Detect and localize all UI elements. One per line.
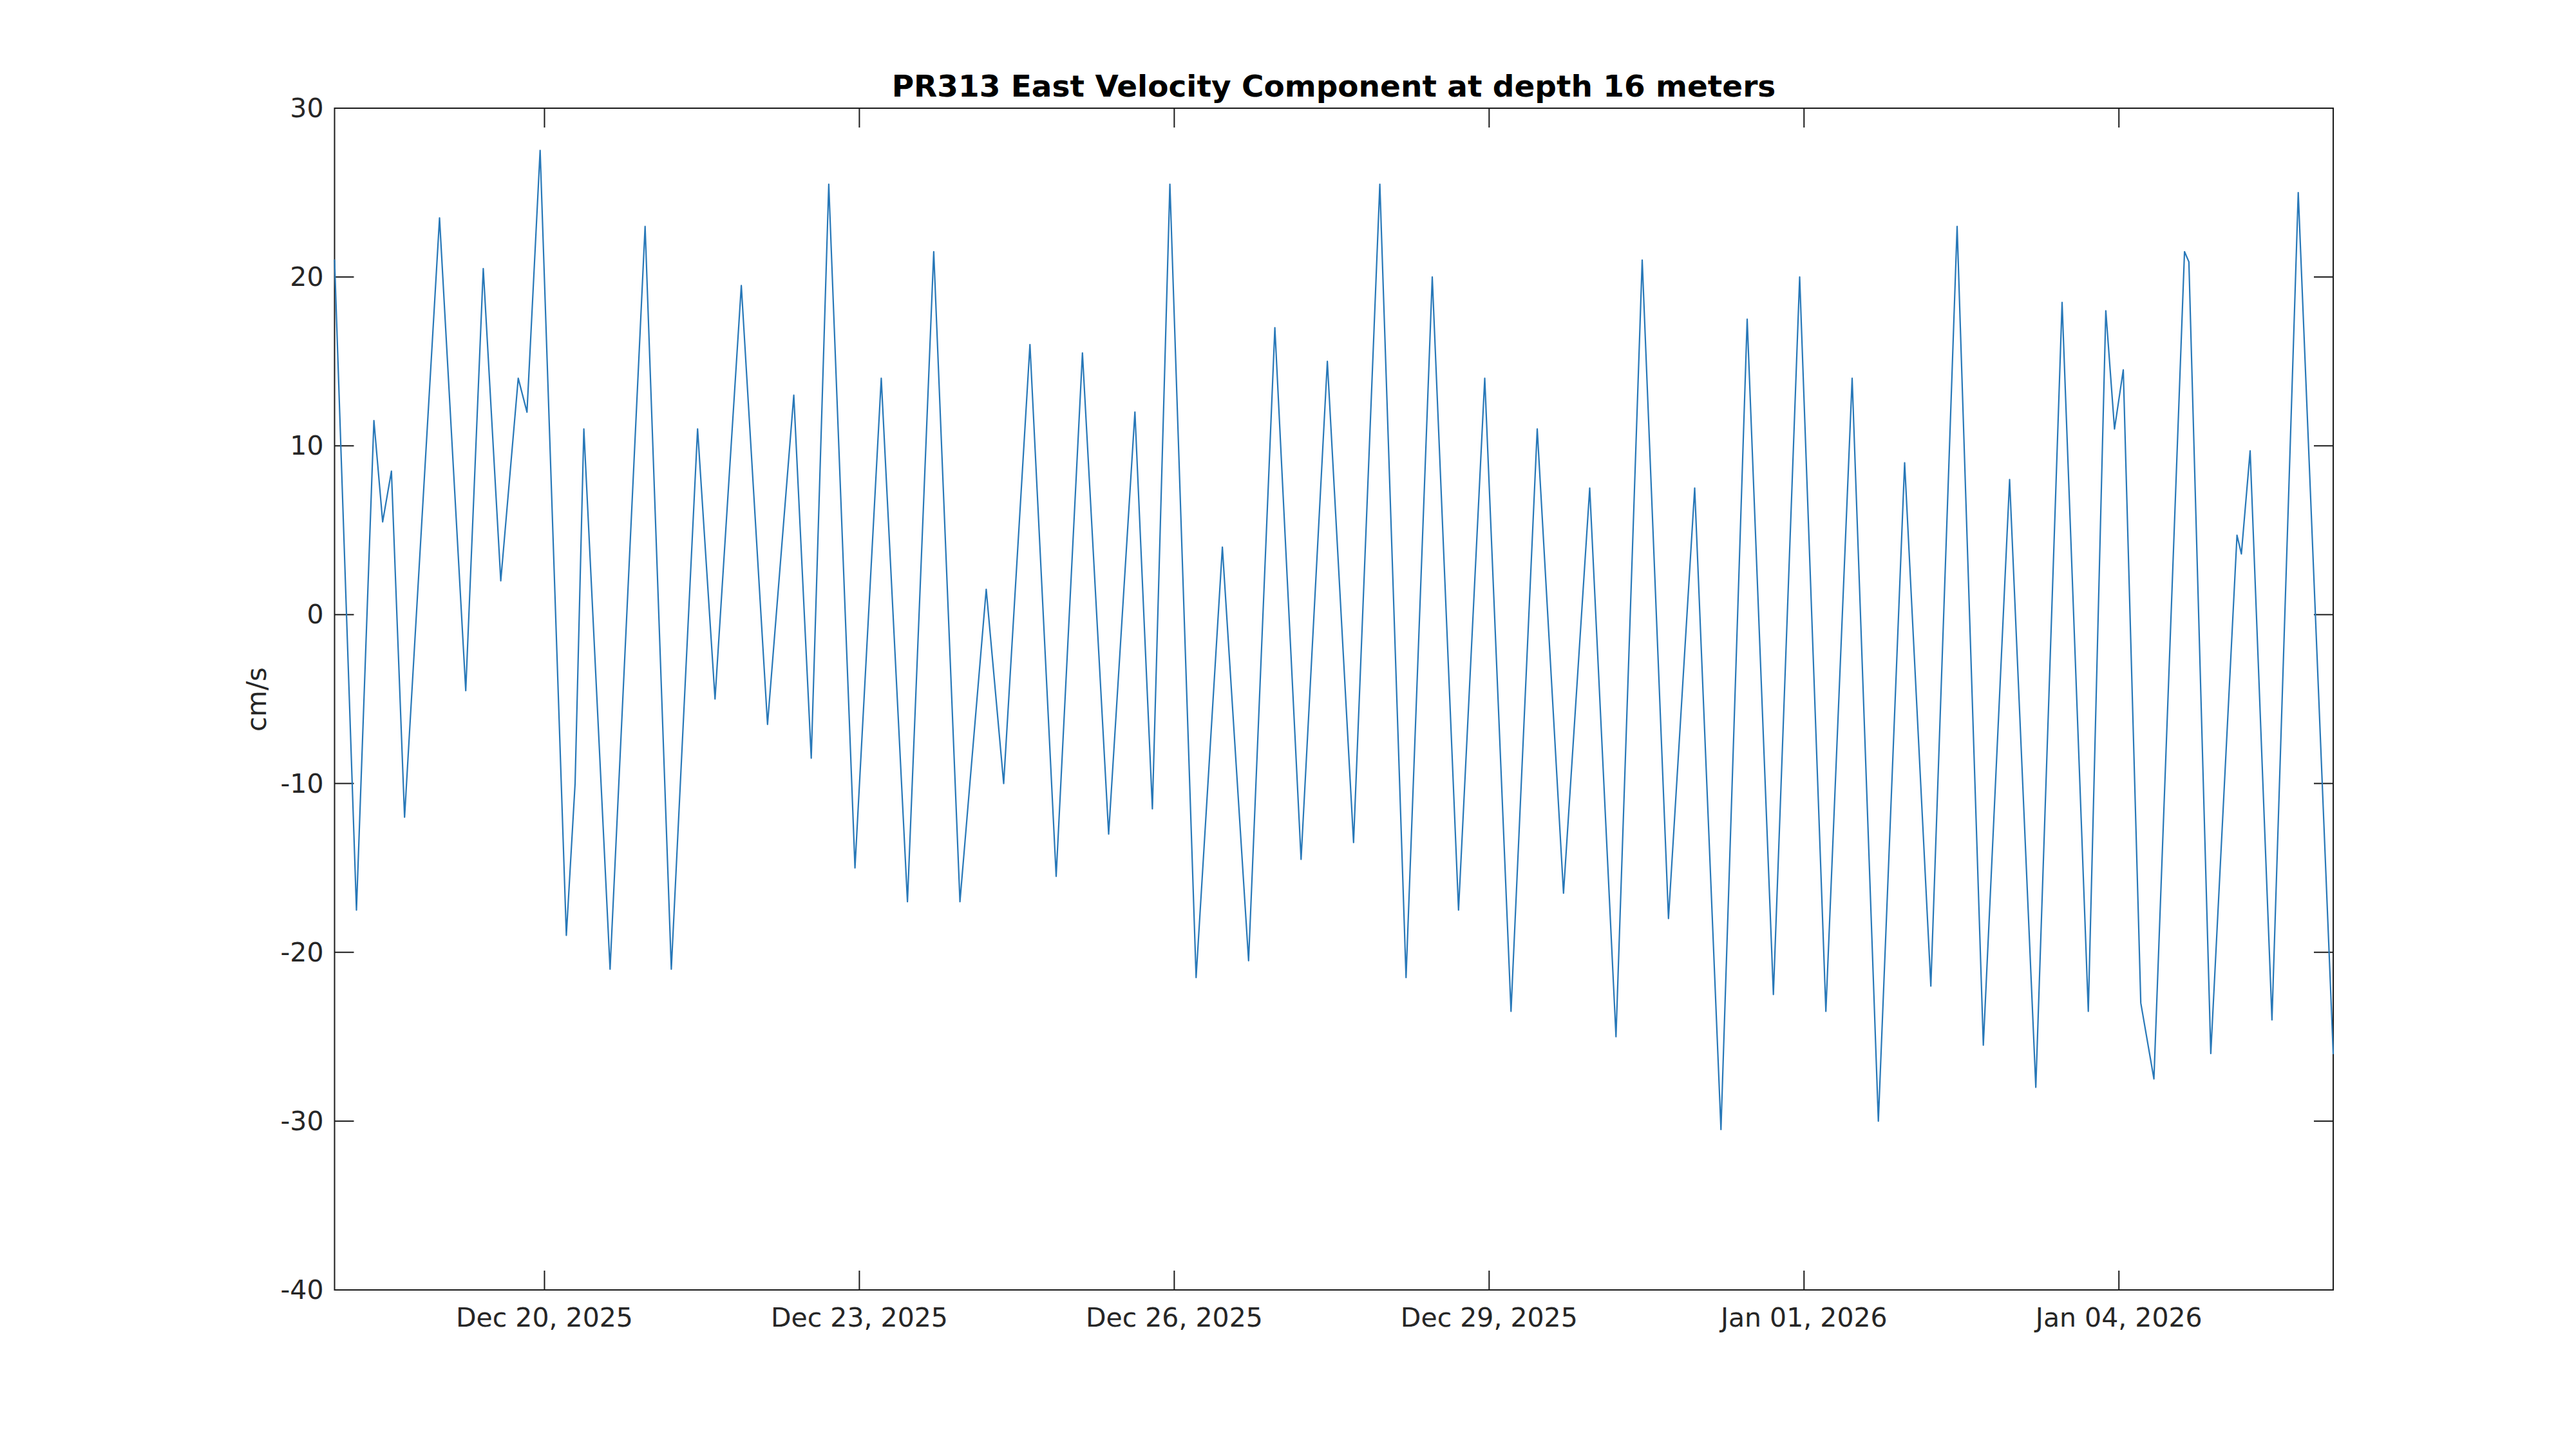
y-axis-label: cm/s [241,667,272,732]
y-axis-ticks [335,108,2334,1290]
x-tick-label: Dec 23, 2025 [771,1302,948,1333]
figure-canvas: PR313 East Velocity Component at depth 1… [0,0,2576,1449]
velocity-line-series [335,151,2334,1130]
y-tick-label: 20 [290,261,323,292]
data-series-group [335,151,2334,1130]
y-tick-label: -10 [281,768,324,799]
y-tick-label: -40 [281,1274,324,1305]
x-tick-label: Jan 01, 2026 [1719,1302,1888,1333]
y-tick-label: 0 [307,599,323,630]
y-tick-label: -20 [281,937,324,968]
x-tick-label: Dec 29, 2025 [1401,1302,1578,1333]
velocity-chart: PR313 East Velocity Component at depth 1… [0,0,2576,1449]
chart-title: PR313 East Velocity Component at depth 1… [892,68,1776,104]
x-tick-label: Jan 04, 2026 [2034,1302,2202,1333]
x-axis-tick-labels: Dec 20, 2025 Dec 23, 2025 Dec 26, 2025 Dec … [456,1302,2202,1333]
x-axis-ticks [544,108,2119,1290]
x-tick-label: Dec 26, 2025 [1086,1302,1263,1333]
x-tick-label: Dec 20, 2025 [456,1302,633,1333]
y-tick-label: 30 [290,93,323,124]
plot-area-border [335,108,2334,1290]
y-tick-label: -30 [281,1106,324,1137]
y-axis-tick-labels: 30 20 10 0 -10 -20 -30 -40 [281,93,324,1305]
y-tick-label: 10 [290,430,323,461]
